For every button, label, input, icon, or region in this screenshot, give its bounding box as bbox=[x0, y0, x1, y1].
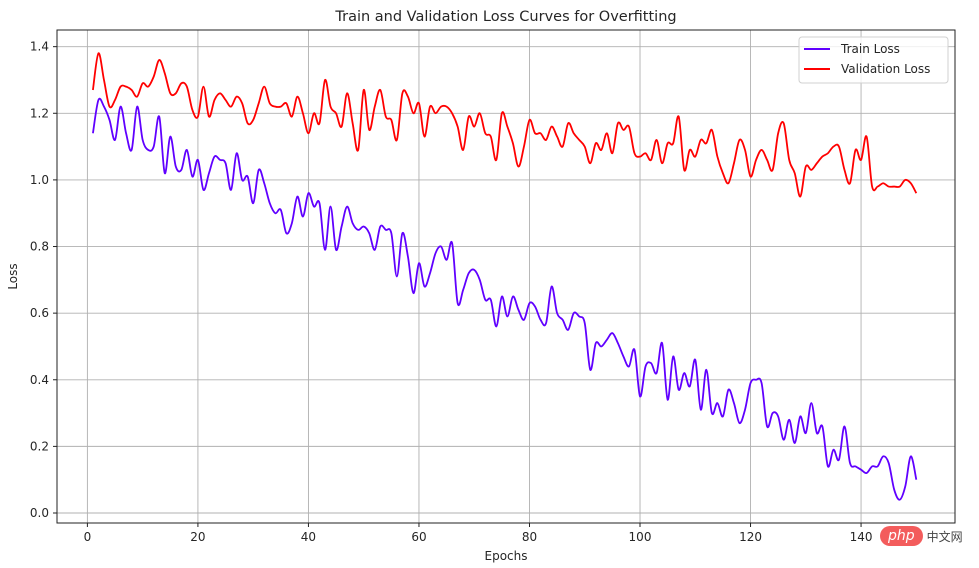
x-tick-label: 60 bbox=[411, 530, 426, 544]
x-axis-label: Epochs bbox=[485, 549, 528, 563]
x-tick-label: 80 bbox=[522, 530, 537, 544]
watermark-logo: php bbox=[880, 526, 923, 546]
watermark-text: 中文网 bbox=[926, 529, 963, 544]
y-tick-label: 1.2 bbox=[30, 106, 49, 120]
y-tick-label: 0.8 bbox=[30, 240, 49, 254]
y-tick-label: 1.0 bbox=[30, 173, 49, 187]
plot-frame bbox=[56, 29, 956, 524]
x-axis-ticks: 0 20 40 60 80 100 120 140 bbox=[84, 523, 873, 544]
y-axis-label: Loss bbox=[6, 263, 20, 289]
legend: Train Loss Validation Loss bbox=[798, 36, 949, 84]
legend-label-validation: Validation Loss bbox=[841, 62, 930, 76]
watermark: php 中文网 bbox=[880, 526, 963, 546]
legend-box bbox=[798, 36, 949, 84]
x-tick-label: 0 bbox=[84, 530, 92, 544]
y-tick-label: 0.2 bbox=[30, 439, 49, 453]
x-tick-label: 140 bbox=[850, 530, 873, 544]
x-tick-label: 20 bbox=[190, 530, 205, 544]
y-tick-label: 0.6 bbox=[30, 306, 49, 320]
grid bbox=[57, 30, 955, 523]
legend-label-train: Train Loss bbox=[840, 42, 900, 56]
chart-title: Train and Validation Loss Curves for Ove… bbox=[334, 9, 676, 25]
x-tick-label: 120 bbox=[739, 530, 762, 544]
y-tick-label: 0.4 bbox=[30, 373, 49, 387]
y-tick-label: 1.4 bbox=[30, 40, 49, 54]
validation-loss-line bbox=[92, 52, 918, 198]
x-tick-label: 100 bbox=[629, 530, 652, 544]
y-axis-ticks: 0.0 0.2 0.4 0.6 0.8 1.0 1.2 1.4 bbox=[30, 40, 57, 520]
train-loss-line bbox=[92, 97, 918, 501]
x-tick-label: 40 bbox=[301, 530, 316, 544]
y-tick-label: 0.0 bbox=[30, 506, 49, 520]
series-layer bbox=[92, 52, 918, 501]
